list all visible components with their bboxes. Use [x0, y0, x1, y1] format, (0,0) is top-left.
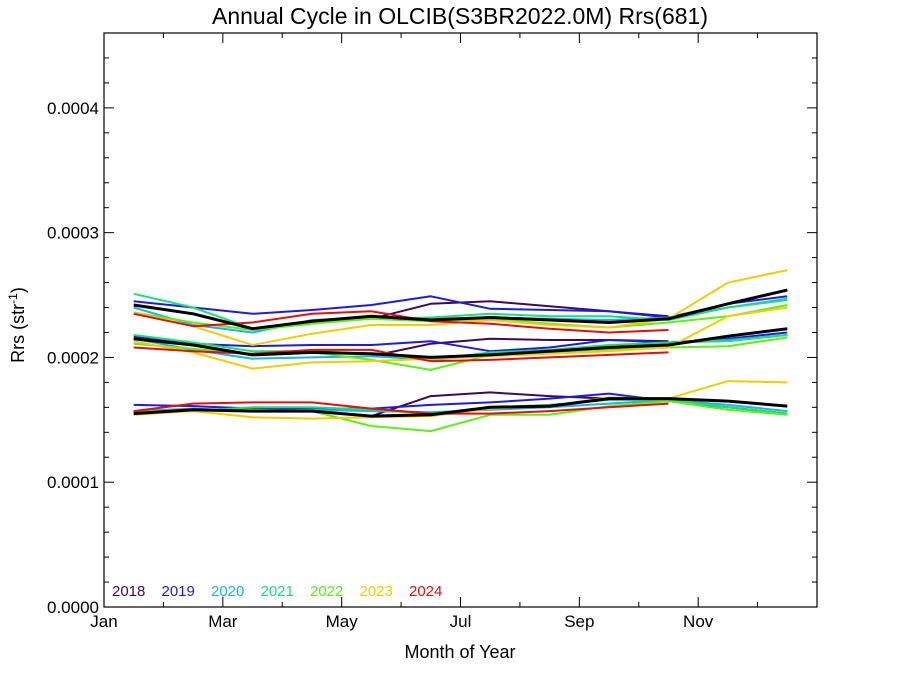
y-tick-label: 0.0003 [47, 224, 99, 243]
series-2024-line-3 [133, 401, 669, 415]
y-tick-label: 0.0001 [47, 473, 99, 492]
y-axis-title-close: ) [8, 287, 28, 293]
x-tick-label: Jul [450, 612, 472, 631]
x-axis-title: Month of Year [404, 642, 515, 662]
legend-item-2024: 2024 [409, 583, 442, 600]
legend-item-2018: 2018 [112, 583, 145, 600]
y-axis-title-exponent: -1 [6, 293, 20, 304]
y-axis-title-main: Rrs (str [8, 304, 28, 363]
y-tick-label: 0.0004 [47, 99, 99, 118]
legend-item-2020: 2020 [211, 583, 244, 600]
legend-item-2021: 2021 [261, 583, 294, 600]
series-mean [133, 288, 788, 418]
x-tick-label: May [326, 612, 359, 631]
x-tick-label: Jan [90, 612, 117, 631]
mean-line-2 [133, 327, 788, 359]
x-tick-label: Mar [208, 612, 238, 631]
x-tick-label: Nov [683, 612, 714, 631]
mean-line-1 [133, 288, 788, 331]
mean-line-3 [133, 397, 788, 418]
x-tick-label: Sep [564, 612, 594, 631]
legend-item-2019: 2019 [162, 583, 195, 600]
tick-marks [103, 33, 817, 608]
legend-item-2022: 2022 [310, 583, 343, 600]
y-tick-label: 0.0002 [47, 348, 99, 367]
chart-title: Annual Cycle in OLCIB(S3BR2022.0M) Rrs(6… [212, 3, 708, 29]
series-2023-line-1 [133, 269, 788, 346]
legend: 2018 2019 2020 2021 2022 2023 2024 [112, 583, 442, 600]
tick-labels: Jan Mar May Jul Sep Nov 0.0000 0.0001 0.0002 0.00… [47, 99, 714, 631]
series-2024-line-1 [133, 310, 669, 334]
legend-item-2023: 2023 [360, 583, 393, 600]
y-axis-title: Rrs (str-1) [6, 287, 28, 363]
series-layer [133, 269, 788, 433]
y-tick-label: 0.0000 [47, 598, 99, 617]
